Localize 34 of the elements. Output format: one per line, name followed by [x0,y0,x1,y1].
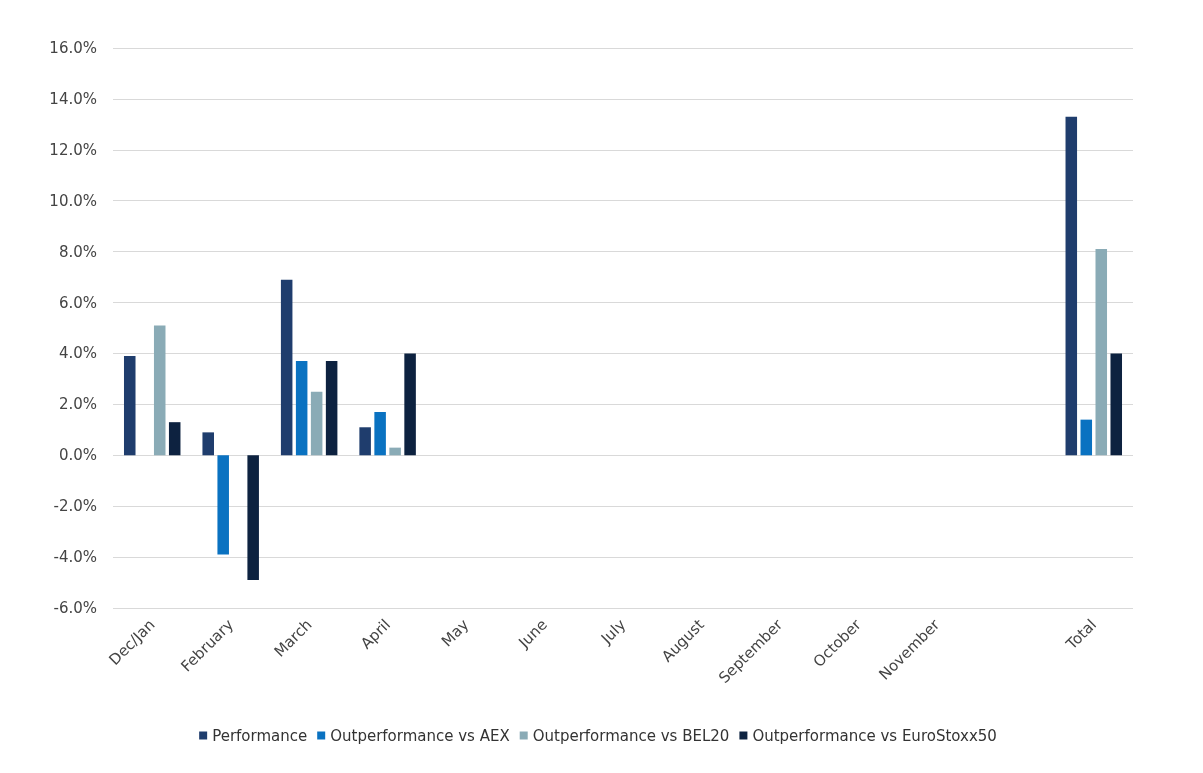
bar [295,361,308,456]
y-tick-label: 0.0% [58,446,97,465]
bar [325,361,338,456]
y-tick-label: 10.0% [49,191,97,210]
bar [404,353,416,456]
legend-label: Outperformance vs BEL20 [532,726,730,745]
y-tick-label: 4.0% [58,344,97,363]
bar [1080,419,1093,456]
legend-label: Outperformance vs EuroStoxx50 [752,726,997,745]
bar [374,412,386,456]
y-tick-label: 6.0% [58,293,97,312]
bar [153,325,166,456]
y-tick-label: 8.0% [58,242,97,261]
bar [202,432,214,456]
bar [280,279,293,456]
bar [1065,116,1078,456]
y-tick-label: -6.0% [53,599,97,617]
y-tick-label: 2.0% [58,395,97,414]
bar [389,447,401,456]
bar [217,455,229,555]
y-tick-label: -4.0% [53,548,97,567]
legend-label: Performance [212,726,308,745]
legend-label: Outperformance vs AEX [330,726,510,745]
bar [123,356,136,456]
bar [1095,249,1108,456]
bar [168,422,181,456]
y-tick-label: 12.0% [49,140,97,159]
bar [247,455,259,580]
y-tick-label: 16.0% [49,39,97,57]
bar [359,427,371,456]
bar [1110,353,1123,456]
y-tick-label: -2.0% [53,497,97,516]
y-tick-label: 14.0% [49,89,97,108]
bar [310,391,323,456]
